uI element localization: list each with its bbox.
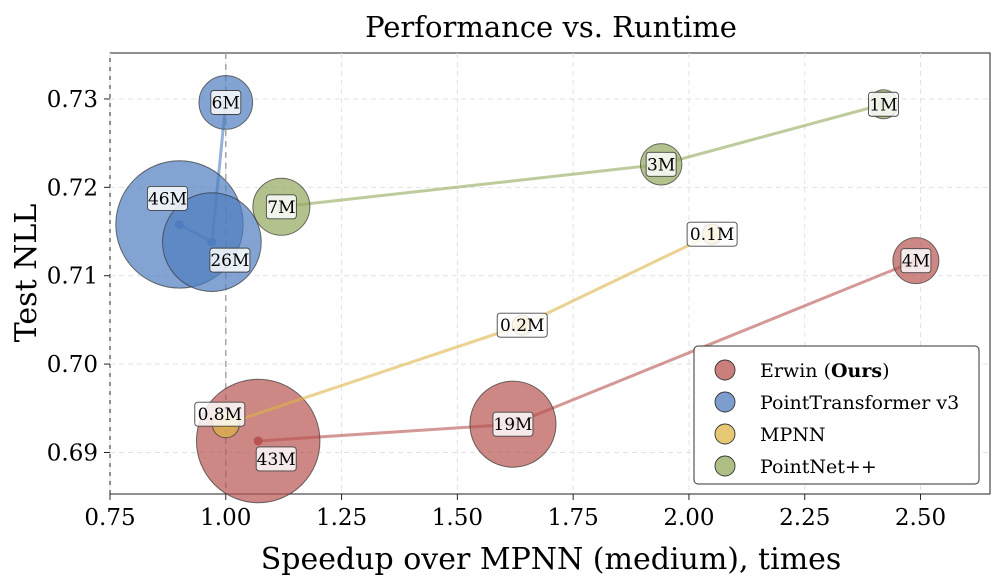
x-tick-label: 1.50 <box>432 505 483 531</box>
x-tick-label: 2.25 <box>779 505 830 531</box>
chart-title: Performance vs. Runtime <box>365 10 737 44</box>
data-label-text: 3M <box>647 155 675 175</box>
y-tick-label: 0.70 <box>47 352 98 378</box>
data-label: 0.1M <box>686 221 738 247</box>
data-label-box <box>255 446 297 472</box>
data-label-text: 43M <box>257 450 296 470</box>
data-label-text: 0.8M <box>198 405 242 425</box>
legend-box <box>693 345 980 485</box>
y-axis-ticks: 0.69 0.70 0.71 0.72 0.73 <box>47 87 110 466</box>
data-label-box <box>492 411 534 437</box>
data-label: 4M <box>900 248 932 274</box>
x-tick-label: 2.00 <box>663 505 714 531</box>
data-label-text: 26M <box>210 251 249 271</box>
data-label: 46M <box>147 186 188 211</box>
data-label-box <box>147 186 188 211</box>
x-tick-label: 2.50 <box>895 505 946 531</box>
legend-marker <box>714 423 736 445</box>
y-tick-label: 0.71 <box>47 264 98 290</box>
data-label-box <box>686 221 738 247</box>
y-tick-label: 0.69 <box>47 440 98 466</box>
legend-label: Erwin (Ours) <box>760 360 889 382</box>
legend: Erwin (Ours) PointTransformer v3 MPNN Point… <box>693 345 980 485</box>
data-label-text: 1M <box>869 95 897 115</box>
legend-label: PointTransformer v3 <box>760 392 959 414</box>
data-label-text: 0.1M <box>690 225 734 245</box>
data-label: 3M <box>645 151 677 177</box>
data-label: 19M <box>492 411 534 437</box>
data-label-box <box>265 194 297 220</box>
data-point-center <box>207 237 217 247</box>
legend-label: MPNN <box>760 424 826 446</box>
y-tick-label: 0.72 <box>47 175 98 201</box>
point-labels: 43M 19M 4M 46M 26M 6M 0.8M 0.2M 0.1M 7M 3M 1M <box>147 90 932 472</box>
data-label-text: 46M <box>148 189 187 209</box>
data-label: 26M <box>209 247 251 273</box>
data-label-text: 6M <box>212 93 240 113</box>
legend-marker <box>714 455 736 477</box>
data-label-text: 4M <box>902 252 930 272</box>
x-tick-label: 1.25 <box>316 505 367 531</box>
data-label-box <box>645 151 677 177</box>
data-label-box <box>194 401 246 427</box>
data-label: 7M <box>265 194 297 220</box>
data-label-text: 7M <box>267 198 295 218</box>
data-label-text: 19M <box>493 415 532 435</box>
data-label: 0.2M <box>496 312 548 338</box>
y-axis-label: Test NLL <box>9 204 44 343</box>
y-tick-label: 0.73 <box>47 87 98 113</box>
data-label: 1M <box>868 91 899 117</box>
data-label: 0.8M <box>194 401 246 427</box>
data-label-box <box>209 247 251 273</box>
x-axis-label: Speedup over MPNN (medium), times <box>261 542 842 577</box>
data-label-box <box>900 248 932 274</box>
x-tick-label: 1.75 <box>548 505 599 531</box>
data-label-box <box>496 312 548 338</box>
x-tick-label: 0.75 <box>84 505 135 531</box>
legend-label: PointNet++ <box>760 456 877 478</box>
x-axis-ticks: 0.75 1.00 1.25 1.50 1.75 2.00 2.25 2.50 <box>84 494 946 531</box>
data-label: 6M <box>210 90 242 115</box>
legend-marker <box>714 391 736 413</box>
data-label: 43M <box>255 446 297 472</box>
data-label-box <box>210 90 242 115</box>
legend-marker <box>714 359 736 381</box>
data-label-text: 0.2M <box>500 316 544 336</box>
data-label-box <box>868 91 899 117</box>
data-point-center <box>253 436 263 446</box>
x-tick-label: 1.00 <box>200 505 251 531</box>
